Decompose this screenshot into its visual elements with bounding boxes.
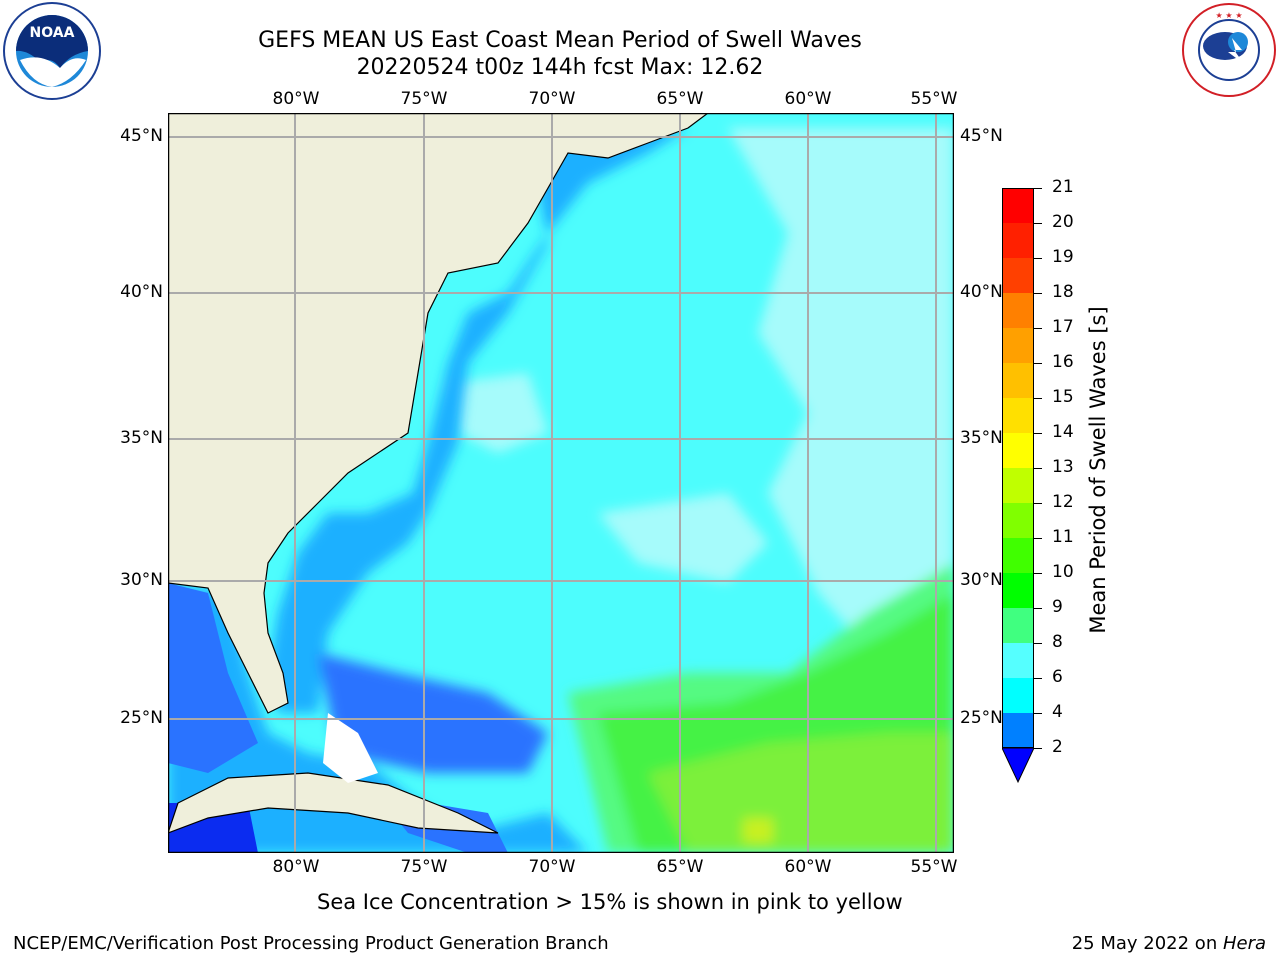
lat-label-right: 30°N <box>960 570 1003 590</box>
lat-label-left: 35°N <box>120 428 163 448</box>
lon-label-top: 65°W <box>656 89 704 109</box>
colorbar-tick-label: 20 <box>1052 212 1074 232</box>
colorbar-tick-label: 16 <box>1052 352 1074 372</box>
colorbar-band <box>1002 468 1034 504</box>
colorbar-band <box>1002 258 1034 294</box>
lon-label-top: 70°W <box>528 89 576 109</box>
colorbar-tick-mark <box>1034 608 1042 609</box>
colorbar-tick-label: 6 <box>1052 667 1063 687</box>
date-label: 25 May 2022 on <box>1071 933 1223 954</box>
credit-text: NCEP/EMC/Verification Post Processing Pr… <box>13 933 609 954</box>
colorbar-tick-label: 17 <box>1052 317 1074 337</box>
colorbar-tick-mark <box>1034 293 1042 294</box>
colorbar-outline <box>1002 188 1034 748</box>
colorbar-tick-label: 4 <box>1052 702 1063 722</box>
colorbar-tick-mark <box>1034 398 1042 399</box>
colorbar-tick-mark <box>1034 223 1042 224</box>
swell-period-map <box>168 113 954 853</box>
colorbar-label: Mean Period of Swell Waves [s] <box>1086 306 1110 634</box>
colorbar-band <box>1002 643 1034 679</box>
colorbar-tick-label: 19 <box>1052 247 1074 267</box>
lon-label-top: 55°W <box>910 89 958 109</box>
noaa-logo: NOAA <box>2 2 102 100</box>
lon-label-bottom: 70°W <box>528 857 576 877</box>
colorbar-tick-mark <box>1034 258 1042 259</box>
colorbar-tick-mark <box>1034 573 1042 574</box>
lon-label-top: 75°W <box>400 89 448 109</box>
lat-label-right: 35°N <box>960 428 1003 448</box>
lat-label-left: 40°N <box>120 282 163 302</box>
colorbar-tick-label: 9 <box>1052 597 1063 617</box>
sea-ice-note: Sea Ice Concentration > 15% is shown in … <box>317 890 903 914</box>
colorbar-tick-label: 14 <box>1052 422 1074 442</box>
colorbar-tick-mark <box>1034 328 1042 329</box>
colorbar-tick-mark <box>1034 503 1042 504</box>
lat-label-left: 30°N <box>120 570 163 590</box>
colorbar-tick-mark <box>1034 363 1042 364</box>
colorbar-band <box>1002 538 1034 574</box>
machine-name: Hera <box>1222 933 1266 954</box>
lon-label-bottom: 60°W <box>784 857 832 877</box>
colorbar-tick-mark <box>1034 433 1042 434</box>
colorbar-band <box>1002 713 1034 749</box>
colorbar-tick-label: 18 <box>1052 282 1074 302</box>
colorbar-band <box>1002 328 1034 364</box>
graticule <box>168 113 954 853</box>
colorbar-band <box>1002 363 1034 399</box>
colorbar-tick-label: 12 <box>1052 492 1074 512</box>
lat-label-left: 25°N <box>120 708 163 728</box>
lon-label-bottom: 55°W <box>910 857 958 877</box>
colorbar-band <box>1002 678 1034 714</box>
colorbar-tick-label: 15 <box>1052 387 1074 407</box>
lat-label-left: 45°N <box>120 126 163 146</box>
cuba-land <box>168 772 499 834</box>
colorbar-tick-mark <box>1034 748 1042 749</box>
colorbar-tick-mark <box>1034 643 1042 644</box>
colorbar-band <box>1002 398 1034 434</box>
colorbar-extend-arrow <box>1002 747 1034 784</box>
colorbar-tick-label: 8 <box>1052 632 1063 652</box>
colorbar <box>1002 188 1034 784</box>
colorbar-band <box>1002 608 1034 644</box>
colorbar-tick-label: 11 <box>1052 527 1074 547</box>
colorbar-tick-label: 13 <box>1052 457 1074 477</box>
colorbar-tick-mark <box>1034 538 1042 539</box>
chart-subtitle: 20220524 t00z 144h fcst Max: 12.62 <box>356 55 764 80</box>
lat-label-right: 45°N <box>960 126 1003 146</box>
colorbar-band <box>1002 223 1034 259</box>
svg-text:★ ★ ★: ★ ★ ★ <box>1215 11 1242 20</box>
colorbar-band <box>1002 188 1034 224</box>
colorbar-band <box>1002 503 1034 539</box>
lat-label-right: 25°N <box>960 708 1003 728</box>
colorbar-tick-mark <box>1034 468 1042 469</box>
noaa-text: NOAA <box>30 25 75 41</box>
chart-title: GEFS MEAN US East Coast Mean Period of S… <box>258 28 862 53</box>
date-text: 25 May 2022 on Hera <box>1072 933 1266 954</box>
north-america-land <box>168 113 709 714</box>
colorbar-tick-label: 10 <box>1052 562 1074 582</box>
colorbar-tick-mark <box>1034 188 1042 189</box>
lon-label-bottom: 75°W <box>400 857 448 877</box>
lon-label-bottom: 80°W <box>272 857 320 877</box>
colorbar-tick-label: 21 <box>1052 177 1074 197</box>
colorbar-band <box>1002 573 1034 609</box>
lon-label-top: 80°W <box>272 89 320 109</box>
nws-logo: ★ ★ ★ <box>1180 2 1278 98</box>
colorbar-tick-mark <box>1034 678 1042 679</box>
colorbar-band <box>1002 293 1034 329</box>
lon-label-bottom: 65°W <box>656 857 704 877</box>
colorbar-band <box>1002 433 1034 469</box>
colorbar-tick-mark <box>1034 713 1042 714</box>
colorbar-tick-label: 2 <box>1052 737 1063 757</box>
lat-label-right: 40°N <box>960 282 1003 302</box>
lon-label-top: 60°W <box>784 89 832 109</box>
